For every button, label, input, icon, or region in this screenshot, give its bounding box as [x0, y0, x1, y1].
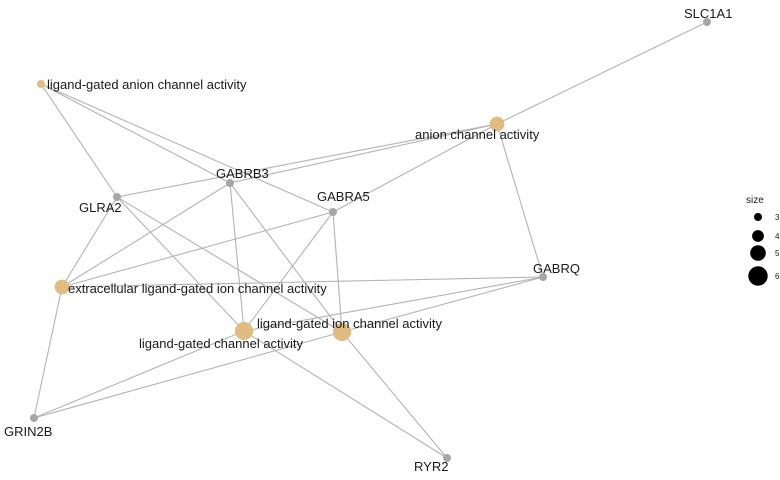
edge-extracellular-GRIN2B [33, 286, 63, 419]
term-node-lg-anion[interactable] [37, 80, 45, 88]
legend-size-label-3: 3 [775, 213, 780, 222]
edge-lg_channel-GRIN2B [33, 330, 245, 419]
size-legend: size 3 4 5 6 [746, 195, 780, 286]
edge-extracellular-GLRA2 [61, 196, 118, 288]
edge-anion-GABRB3 [229, 123, 498, 184]
edge-anion-GABRQ [496, 123, 544, 278]
edge-lg_channel-GABRA5 [243, 211, 334, 332]
legend-title: size [746, 195, 764, 206]
gene-node-glra2[interactable] [113, 193, 121, 201]
legend-size-marker-4 [752, 230, 764, 242]
term-node-lg-channel[interactable] [234, 321, 254, 341]
edge-lg_ion-GABRQ [341, 276, 544, 333]
edge-lg_anion-GABRA5 [40, 83, 334, 213]
edge-lg_channel-GLRA2 [116, 196, 245, 332]
edge-anion-GABRA5 [332, 123, 498, 213]
gene-node-gabrb3[interactable] [226, 179, 234, 187]
gene-node-ryr2[interactable] [443, 454, 451, 462]
edge-lg_anion-GABRB3 [40, 83, 231, 184]
node-label-anion: anion channel activity [415, 127, 540, 142]
term-node-extracellular[interactable] [54, 279, 70, 295]
node-layer [30, 18, 711, 462]
term-node-lg-ion[interactable] [332, 322, 352, 342]
edge-extracellular-GABRQ [61, 276, 544, 288]
edge-extracellular-GABRA5 [61, 211, 334, 288]
edge-extracellular-GABRB3 [61, 182, 231, 288]
node-label-gabrb3: GABRB3 [216, 166, 269, 181]
edge-anion-GLRA2 [116, 123, 498, 198]
edge-lg_channel-GABRB3 [229, 182, 245, 332]
node-label-glra2: GLRA2 [79, 200, 122, 215]
node-label-extracellular: extracellular ligand-gated ion channel a… [68, 281, 327, 296]
edge-lg_ion-RYR2 [341, 331, 448, 459]
edge-lg_channel-GABRQ [243, 276, 544, 332]
edge-lg_anion-GLRA2 [40, 83, 118, 198]
edge-layer [33, 21, 708, 459]
edge-SLC1A1-anion [496, 21, 708, 125]
gene-node-gabrq[interactable] [539, 273, 547, 281]
legend-size-marker-3 [754, 213, 762, 221]
edge-lg_ion-GRIN2B [33, 331, 343, 419]
edge-lg_ion-GABRB3 [229, 182, 343, 333]
node-label-slc1a1: SLC1A1 [684, 6, 732, 21]
gene-node-gabra5[interactable] [329, 208, 337, 216]
legend-size-marker-6 [748, 266, 768, 286]
label-layer: SLC1A1 ligand-gated anion channel activit… [4, 6, 732, 474]
node-label-gabrq: GABRQ [533, 261, 580, 276]
gene-node-grin2b[interactable] [30, 414, 38, 422]
gene-node-slc1a1[interactable] [703, 18, 711, 26]
node-label-lg-channel: ligand-gated channel activity [139, 336, 304, 351]
legend-size-label-6: 6 [775, 272, 780, 281]
node-label-gabra5: GABRA5 [317, 189, 370, 204]
edge-lg_ion-GLRA2 [116, 196, 343, 333]
legend-size-label-5: 5 [775, 249, 780, 258]
node-label-lg-ion: ligand-gated ion channel activity [257, 316, 443, 331]
legend-size-label-4: 4 [775, 232, 780, 241]
node-label-ryr2: RYR2 [414, 459, 448, 474]
legend-size-marker-5 [750, 245, 766, 261]
node-label-grin2b: GRIN2B [4, 424, 52, 439]
edge-lg_ion-GABRA5 [332, 211, 343, 333]
node-label-lg-anion: ligand-gated anion channel activity [47, 77, 247, 92]
edge-lg_channel-RYR2 [243, 330, 448, 459]
term-node-anion[interactable] [489, 116, 505, 132]
